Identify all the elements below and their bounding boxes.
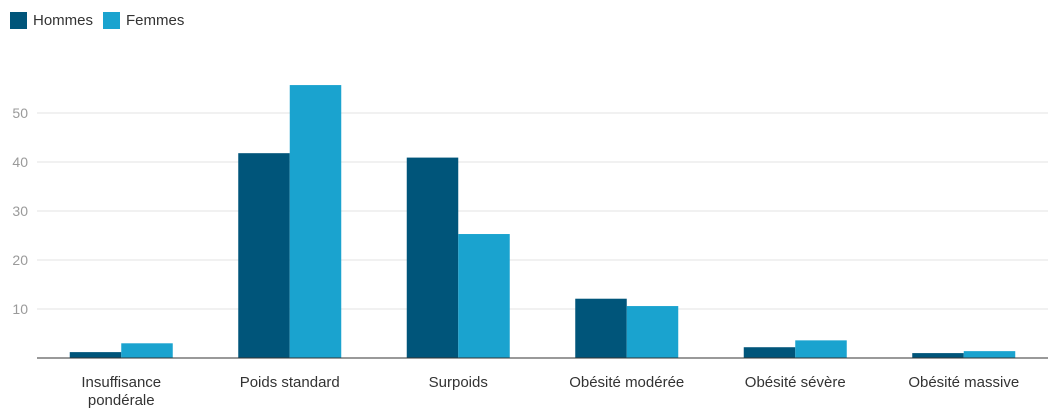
legend: Hommes Femmes — [10, 12, 194, 29]
y-tick-label: 50 — [12, 105, 28, 121]
bar-hommes-5[interactable] — [912, 353, 964, 358]
bar-hommes-2[interactable] — [406, 157, 459, 358]
bar-hommes-1[interactable] — [238, 153, 290, 358]
x-category-label: Poids standard — [240, 374, 340, 391]
legend-label-hommes: Hommes — [33, 12, 94, 29]
bar-femmes-3[interactable] — [626, 306, 679, 358]
bar-femmes-4[interactable] — [795, 340, 847, 358]
bar-hommes-0[interactable] — [69, 352, 122, 358]
bar-femmes-1[interactable] — [289, 85, 342, 358]
legend-item-femmes[interactable]: Femmes — [103, 12, 184, 29]
bar-hommes-3[interactable] — [575, 298, 627, 358]
x-category-label: Insuffisance pondérale — [81, 374, 161, 409]
x-category-label: Obésité massive — [908, 374, 1019, 391]
x-category-label: Surpoids — [429, 374, 488, 391]
y-tick-label: 10 — [12, 301, 28, 317]
bar-femmes-5[interactable] — [963, 351, 1016, 358]
bar-femmes-0[interactable] — [121, 343, 173, 358]
x-category-label: Obésité modérée — [569, 374, 684, 391]
legend-item-hommes[interactable]: Hommes — [10, 12, 93, 29]
legend-swatch-hommes — [10, 12, 27, 29]
legend-label-femmes: Femmes — [126, 12, 185, 29]
y-tick-label: 40 — [12, 154, 28, 170]
y-tick-label: 30 — [12, 203, 28, 219]
bar-hommes-4[interactable] — [743, 347, 796, 358]
y-tick-label: 20 — [12, 252, 28, 268]
bar-femmes-2[interactable] — [458, 234, 510, 358]
legend-swatch-femmes — [103, 12, 121, 29]
x-category-label: Obésité sévère — [745, 374, 846, 391]
